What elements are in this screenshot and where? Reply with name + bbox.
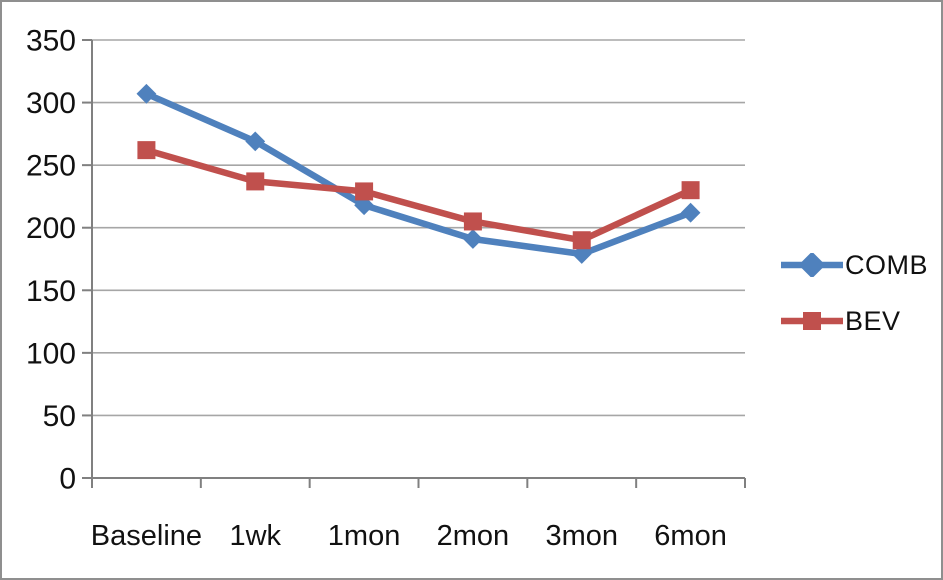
data-point-comb — [136, 83, 157, 104]
y-tick-label: 300 — [26, 87, 76, 120]
y-tick-label: 150 — [26, 275, 76, 308]
legend-label-bev: BEV — [845, 305, 901, 336]
legend-item-bev: BEV — [781, 298, 928, 344]
comb-series-marker-icon — [781, 253, 843, 277]
bev-series-marker-icon — [781, 312, 843, 330]
y-tick-label: 50 — [43, 400, 76, 433]
x-tick-label: Baseline — [91, 520, 202, 552]
data-point-comb — [245, 131, 266, 152]
y-tick-label: 200 — [26, 212, 76, 245]
legend-label-comb: COMB — [845, 249, 928, 280]
data-point-bev — [463, 212, 482, 231]
x-tick-label: 2mon — [437, 520, 510, 552]
legend: COMB BEV — [781, 242, 928, 344]
x-tick-label: 6mon — [654, 520, 727, 552]
data-point-bev — [572, 231, 591, 250]
legend-item-comb: COMB — [781, 242, 928, 288]
y-tick-label: 0 — [59, 463, 76, 496]
data-point-bev — [355, 182, 374, 201]
x-tick-label: 1mon — [328, 520, 401, 552]
data-point-bev — [246, 172, 265, 191]
data-point-bev — [681, 181, 700, 200]
y-tick-label: 250 — [26, 150, 76, 183]
y-tick-label: 350 — [26, 25, 76, 58]
series-line-bev — [143, 146, 694, 244]
series-line-comb — [143, 90, 694, 258]
x-tick-label: 1wk — [229, 520, 281, 552]
data-point-comb — [463, 229, 483, 249]
x-tick-label: 3mon — [545, 520, 618, 552]
data-point-bev — [137, 141, 156, 160]
data-point-comb — [680, 202, 701, 223]
y-tick-label: 100 — [26, 337, 76, 370]
